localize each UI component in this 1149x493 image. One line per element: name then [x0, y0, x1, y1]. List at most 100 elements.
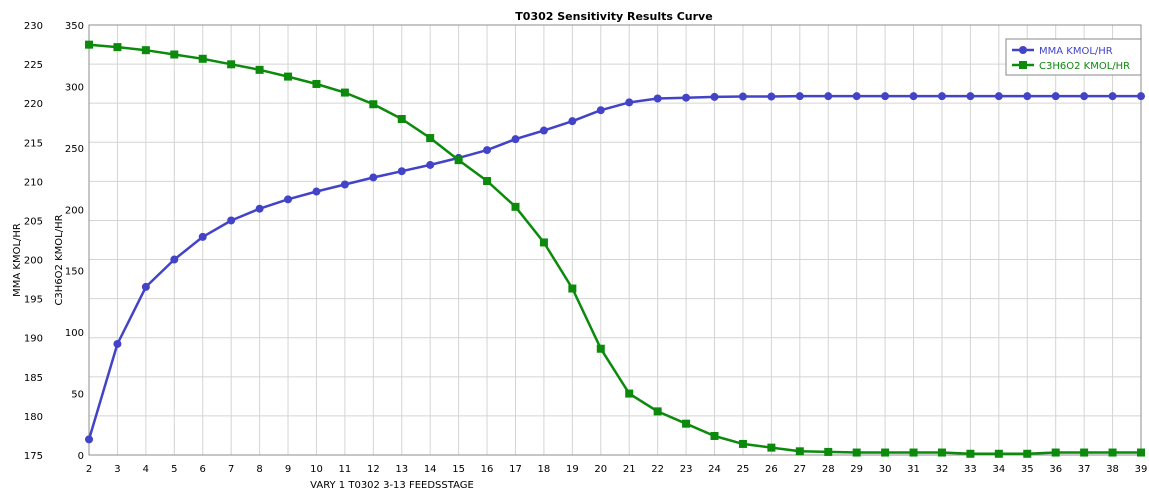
data-point	[198, 54, 207, 63]
data-point	[1023, 92, 1032, 101]
series-mma	[85, 92, 1145, 444]
data-point	[1051, 92, 1060, 101]
series-line	[87, 94, 1141, 440]
x-tick-label: 38	[1106, 464, 1119, 475]
data-point	[966, 449, 975, 458]
x-tick-label: 14	[424, 464, 437, 475]
legend[interactable]: MMA KMOL/HR C3H6O2 KMOL/HR	[1005, 38, 1142, 76]
data-point	[682, 93, 691, 102]
x-tick-label: 28	[822, 464, 835, 475]
data-point	[937, 448, 946, 457]
data-point	[596, 344, 605, 353]
data-point	[852, 92, 861, 101]
data-point	[1108, 92, 1117, 101]
x-tick-label: 25	[737, 464, 750, 475]
data-point	[312, 79, 321, 88]
x-tick-label: 35	[1021, 464, 1034, 475]
data-point	[397, 167, 406, 176]
data-point	[1137, 92, 1145, 101]
data-point	[426, 160, 435, 169]
y-left-tick-label: 225	[24, 60, 43, 71]
x-tick-label: 20	[594, 464, 607, 475]
x-tick-label: 34	[992, 464, 1005, 475]
y-right-tick-label: 350	[65, 21, 84, 32]
data-point	[113, 43, 122, 52]
data-point	[653, 407, 662, 416]
data-point	[852, 448, 861, 457]
x-tick-label: 15	[452, 464, 465, 475]
data-point	[568, 117, 577, 126]
left-axis-ticks: 175 180 185 190 195 200 205 210 215 220 225 230	[24, 21, 43, 462]
data-point	[255, 204, 264, 213]
x-tick-label: 9	[285, 464, 291, 475]
data-point	[369, 173, 378, 182]
data-point	[170, 255, 179, 264]
series-layer	[85, 40, 1145, 458]
y-left-tick-label: 200	[24, 256, 43, 267]
y-axis-label-c3h6o2: C3H6O2 KMOL/HR	[54, 214, 65, 305]
x-tick-label: 11	[339, 464, 352, 475]
data-point	[682, 419, 691, 428]
data-point	[568, 284, 577, 293]
x-tick-label: 29	[850, 464, 863, 475]
data-point	[824, 92, 833, 101]
data-point	[710, 431, 719, 440]
x-tick-label: 10	[310, 464, 323, 475]
data-point	[85, 435, 93, 444]
x-tick-label: 23	[680, 464, 693, 475]
data-point	[369, 100, 378, 109]
data-point	[141, 46, 150, 55]
plot-area-frame	[88, 24, 1142, 456]
x-tick-label: 16	[481, 464, 494, 475]
data-point	[881, 448, 890, 457]
data-point	[141, 282, 150, 291]
chart-title: T0302 Sensitivity Results Curve	[515, 10, 712, 23]
data-point	[539, 238, 548, 247]
data-point	[227, 60, 236, 69]
y-left-tick-label: 210	[24, 177, 43, 188]
data-point	[909, 448, 918, 457]
legend-item-mma[interactable]: MMA KMOL/HR	[1012, 46, 1113, 57]
x-tick-label: 30	[879, 464, 892, 475]
data-point	[710, 92, 719, 101]
data-point	[539, 126, 548, 135]
data-point	[795, 92, 804, 101]
y-right-tick-label: 200	[65, 205, 84, 216]
x-tick-label: 31	[907, 464, 920, 475]
x-tick-label: 7	[228, 464, 234, 475]
data-point	[511, 202, 520, 211]
data-point	[255, 65, 264, 74]
y-right-tick-label: 250	[65, 144, 84, 155]
x-tick-label: 6	[200, 464, 206, 475]
x-tick-label: 36	[1049, 464, 1062, 475]
data-point	[397, 114, 406, 123]
data-point	[596, 106, 605, 115]
y-left-tick-label: 185	[24, 373, 43, 384]
data-point	[483, 177, 492, 186]
y-left-tick-label: 220	[24, 99, 43, 110]
legend-marker	[1019, 46, 1027, 54]
data-point	[227, 216, 236, 225]
data-point	[738, 92, 747, 101]
x-axis-ticks: 2 3 4 5 6 7 8 9 10 11 12 13 14 15 16 17 18 19 20 21 22 23 24 25…	[86, 464, 1148, 475]
x-tick-label: 33	[964, 464, 977, 475]
x-tick-label: 32	[936, 464, 949, 475]
x-tick-label: 17	[509, 464, 522, 475]
x-axis-label: VARY 1 T0302 3-13 FEEDSSTAGE	[310, 480, 474, 491]
legend-item-c3h6o2[interactable]: C3H6O2 KMOL/HR	[1012, 61, 1130, 72]
x-tick-label: 22	[651, 464, 664, 475]
data-point	[824, 447, 833, 456]
y-right-tick-label: 100	[65, 328, 84, 339]
x-tick-label: 8	[256, 464, 262, 475]
data-point	[994, 92, 1003, 101]
y-left-tick-label: 180	[24, 412, 43, 423]
x-tick-label: 19	[566, 464, 579, 475]
data-point	[966, 92, 975, 101]
data-point	[767, 443, 776, 452]
y-right-tick-label: 300	[65, 82, 84, 93]
legend-label: C3H6O2 KMOL/HR	[1039, 61, 1130, 72]
y-left-tick-label: 230	[24, 21, 43, 32]
data-point	[795, 447, 804, 456]
y-left-tick-label: 205	[24, 216, 43, 227]
